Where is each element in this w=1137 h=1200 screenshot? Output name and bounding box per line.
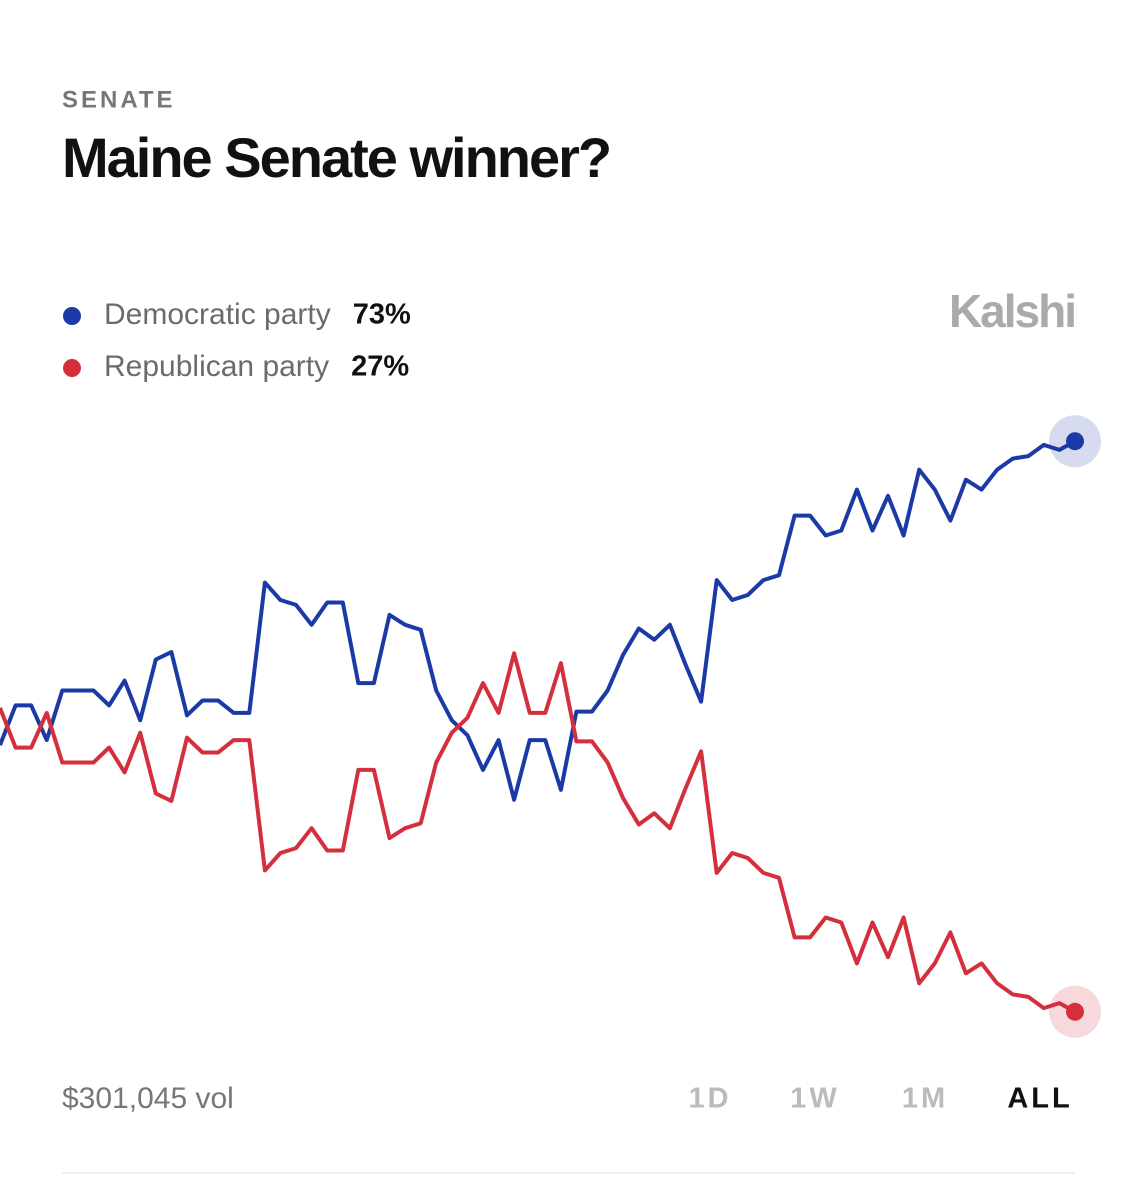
- series-line: [0, 439, 1076, 802]
- legend-label: Democratic party: [104, 298, 331, 331]
- range-button[interactable]: ALL: [1007, 1083, 1072, 1115]
- volume: $301,045 vol: [62, 1082, 234, 1115]
- end-dot: [1066, 1002, 1084, 1021]
- end-dot: [1066, 432, 1084, 451]
- title: Maine Senate winner?: [62, 126, 610, 189]
- legend-dot: [63, 307, 81, 325]
- legend-value: 73%: [353, 299, 411, 331]
- brand-logo: Kalshi: [949, 285, 1075, 337]
- legend-value: 27%: [351, 351, 409, 383]
- range-button[interactable]: 1W: [790, 1083, 840, 1115]
- series-line: [0, 651, 1076, 1014]
- range-button[interactable]: 1D: [688, 1083, 731, 1115]
- range-button[interactable]: 1M: [902, 1083, 948, 1115]
- legend-dot: [63, 359, 81, 377]
- category: SENATE: [62, 86, 176, 113]
- legend-label: Republican party: [104, 350, 329, 383]
